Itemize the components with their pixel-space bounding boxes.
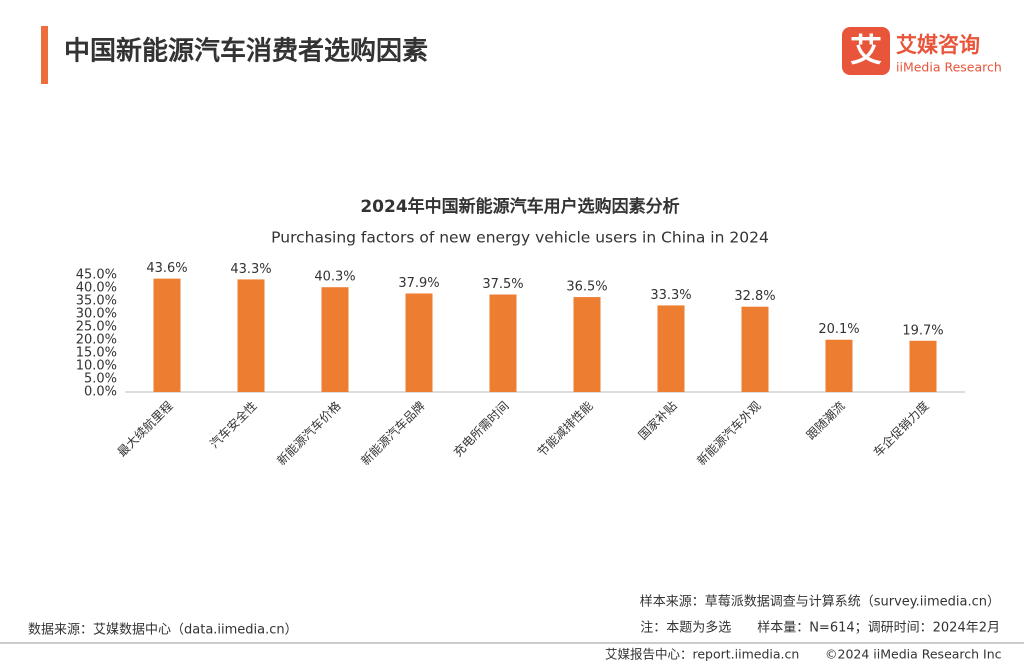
- bar: [657, 305, 685, 392]
- bar: [405, 293, 433, 392]
- bar: [741, 306, 769, 392]
- value-label: 32.8%: [734, 289, 775, 304]
- x-tick-label: 节能减排性能: [535, 399, 596, 460]
- chart-subtitle: Purchasing factors of new energy vehicle…: [271, 229, 769, 247]
- y-tick-label: 20.0%: [76, 333, 117, 348]
- bar: [153, 278, 181, 392]
- x-tick-label: 最大续航里程: [114, 398, 176, 460]
- y-tick-label: 45.0%: [76, 268, 117, 283]
- report-center: 艾媒报告中心：report.iimedia.cn: [605, 647, 799, 662]
- value-label: 36.5%: [566, 280, 607, 295]
- logo-en: iiMedia Research: [896, 60, 1002, 75]
- x-tick-label: 新能源汽车价格: [274, 398, 344, 468]
- page-title: 中国新能源汽车消费者选购因素: [64, 36, 428, 67]
- data-source: 数据来源：艾媒数据中心（data.iimedia.cn）: [28, 623, 298, 638]
- bar: [825, 339, 853, 392]
- sample-source: 样本来源：草莓派数据调查与计算系统（survey.iimedia.cn）: [640, 595, 1000, 610]
- note: 注：本题为多选 样本量：N=614；调研时间：2024年2月: [640, 620, 1000, 636]
- x-tick-label: 新能源汽车外观: [694, 398, 764, 468]
- bar: [573, 297, 601, 392]
- y-tick-label: 10.0%: [76, 359, 117, 374]
- y-tick-label: 5.0%: [84, 372, 117, 387]
- y-tick-label: 25.0%: [76, 320, 117, 335]
- value-label: 37.5%: [482, 277, 523, 292]
- bar: [489, 294, 517, 392]
- value-label: 19.7%: [902, 323, 943, 338]
- value-label: 43.3%: [230, 262, 271, 277]
- x-tick-label: 跟随潮流: [803, 398, 848, 443]
- bar: [321, 287, 349, 392]
- value-label: 37.9%: [398, 276, 439, 291]
- x-tick-label: 汽车安全性: [207, 398, 260, 451]
- value-label: 20.1%: [818, 322, 859, 337]
- y-tick-label: 35.0%: [76, 294, 117, 309]
- x-tick-label: 国家补贴: [635, 398, 680, 443]
- logo-name: 艾媒咨询: [896, 33, 980, 57]
- y-tick-label: 15.0%: [76, 346, 117, 361]
- y-tick-label: 40.0%: [76, 281, 117, 296]
- y-tick-label: 0.0%: [84, 385, 117, 400]
- bar: [909, 340, 937, 392]
- value-label: 43.6%: [146, 261, 187, 276]
- value-label: 40.3%: [314, 270, 355, 285]
- y-tick-label: 30.0%: [76, 307, 117, 322]
- logo-mark: 艾: [850, 31, 882, 69]
- value-label: 33.3%: [650, 288, 691, 303]
- chart-title: 2024年中国新能源汽车用户选购因素分析: [360, 196, 679, 217]
- x-tick-label: 充电所需时间: [450, 398, 512, 460]
- copyright: ©2024 iiMedia Research Inc: [825, 647, 1002, 662]
- header-accent: [41, 26, 48, 84]
- x-tick-label: 车企促销力度: [870, 398, 932, 460]
- bar: [237, 279, 265, 392]
- logo-mark-bg: [842, 27, 890, 75]
- x-tick-label: 新能源汽车品牌: [358, 398, 428, 468]
